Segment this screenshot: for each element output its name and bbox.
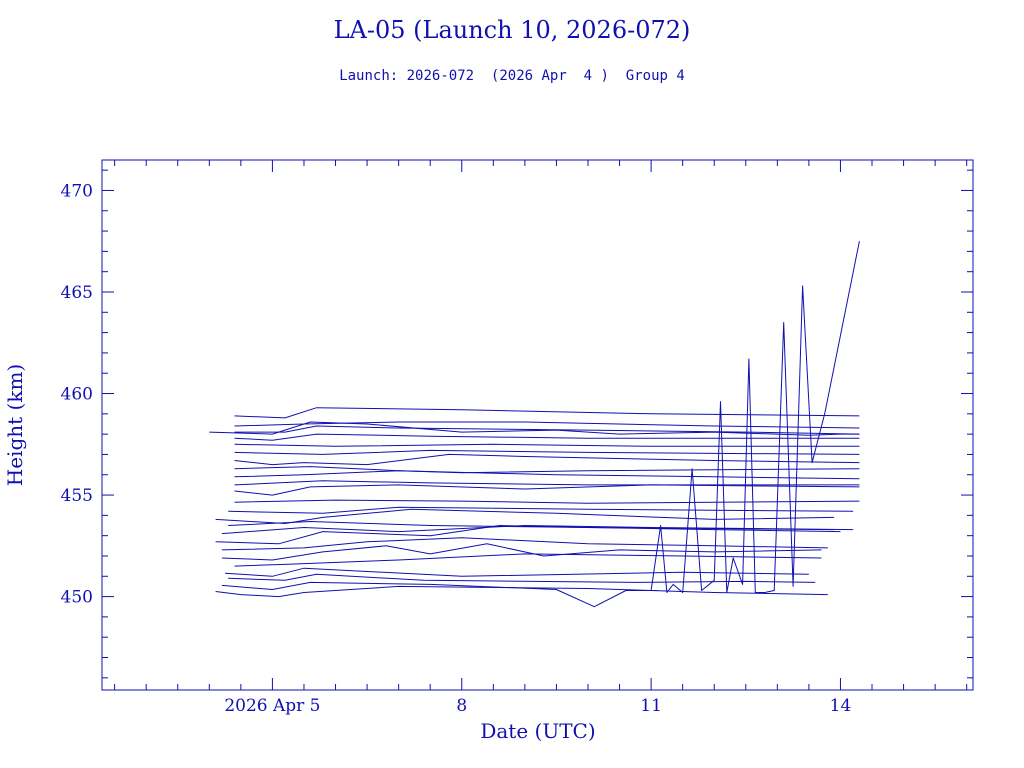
x-tick-label: 8 <box>456 696 467 716</box>
y-tick-label: 450 <box>61 588 93 608</box>
series-line-4 <box>225 567 809 577</box>
x-axis-ticks: 2026 Apr 5 8 11 14 <box>224 160 851 716</box>
x-minor-ticks <box>114 160 968 690</box>
series-line-18 <box>234 453 860 466</box>
y-tick-label: 460 <box>61 385 93 405</box>
series-line-19 <box>234 449 860 455</box>
series-line-13 <box>234 499 860 504</box>
series-line-5 <box>234 553 822 567</box>
series-line-11 <box>215 508 835 524</box>
series-line-12 <box>228 506 854 514</box>
series-line-21 <box>234 433 860 441</box>
series-line-2 <box>221 581 658 608</box>
x-tick-label: 11 <box>640 696 662 716</box>
x-tick-label: 14 <box>830 696 852 716</box>
series-line-17 <box>234 466 860 474</box>
y-tick-label: 470 <box>61 181 93 201</box>
series-line-23 <box>234 421 860 429</box>
x-tick-label: 2026 Apr 5 <box>224 696 320 716</box>
series-line-1 <box>215 585 828 598</box>
series-line-14 <box>234 484 860 496</box>
plot-frame <box>101 159 974 691</box>
series-line-10 <box>228 521 841 533</box>
series-line-6 <box>221 543 822 561</box>
chart-subtitle: Launch: 2026-072 (2026 Apr 4 ) Group 4 <box>339 68 685 84</box>
series-line-15 <box>234 480 860 486</box>
y-tick-label: 465 <box>61 283 93 303</box>
series-line-9 <box>221 525 854 535</box>
series-line-16 <box>234 470 860 480</box>
y-tick-label: 455 <box>61 486 93 506</box>
series-line-7 <box>221 537 828 551</box>
series-line-20 <box>234 443 860 447</box>
series-line-22 <box>234 425 860 435</box>
y-minor-ticks <box>102 169 973 679</box>
series-line-3 <box>228 573 816 583</box>
y-axis-label: Height (km) <box>3 364 27 486</box>
series-line-26 <box>650 241 860 593</box>
series-line-24 <box>234 407 860 419</box>
x-axis-label: Date (UTC) <box>480 719 595 743</box>
series-layer <box>209 241 860 608</box>
chart-title: LA-05 (Launch 10, 2026-072) <box>334 16 691 44</box>
y-axis-ticks: 450 455 460 465 470 <box>61 181 973 608</box>
